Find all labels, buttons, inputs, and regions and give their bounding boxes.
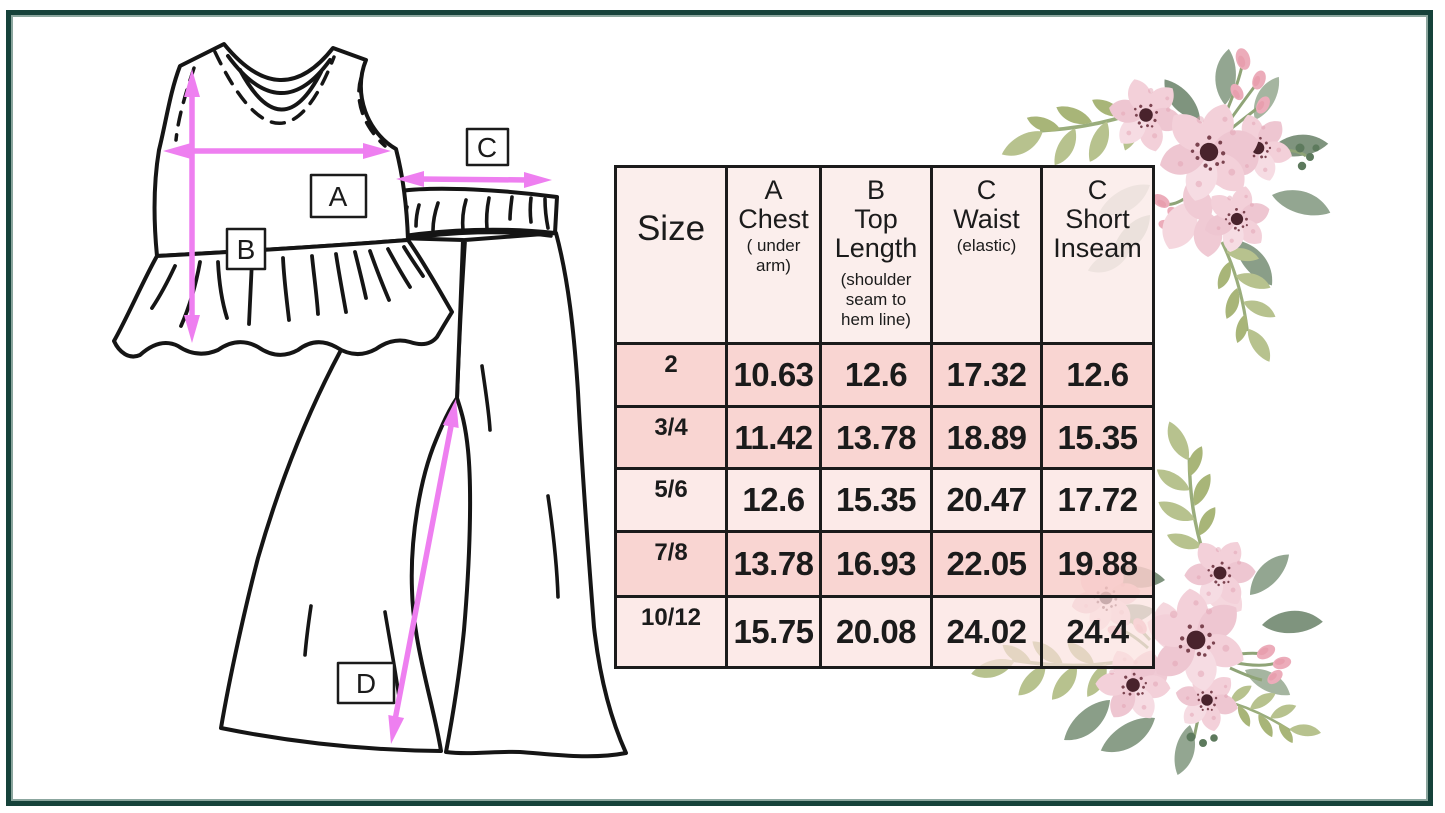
svg-text:D: D xyxy=(356,668,376,699)
svg-text:C: C xyxy=(477,132,497,163)
svg-text:A: A xyxy=(329,181,348,212)
svg-text:B: B xyxy=(237,234,256,265)
